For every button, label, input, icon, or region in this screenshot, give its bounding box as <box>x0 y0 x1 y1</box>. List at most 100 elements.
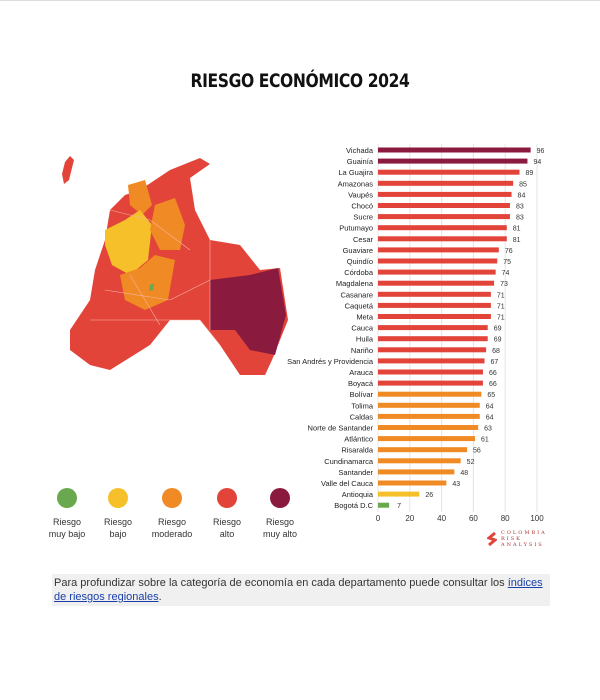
legend-moderado: Riesgo moderado <box>142 488 202 540</box>
value-label: 71 <box>497 315 505 322</box>
value-label: 67 <box>491 359 499 366</box>
category-label: Huila <box>356 335 374 344</box>
legend-label: Riesgo <box>103 517 132 527</box>
map-vichada-guainia <box>210 268 286 355</box>
bar <box>378 402 480 408</box>
category-label: Quindío <box>347 257 373 266</box>
category-label: Cauca <box>351 324 374 333</box>
category-label: Tolima <box>351 401 374 410</box>
value-label: 66 <box>489 381 497 388</box>
bar <box>378 203 510 208</box>
value-label: 71 <box>497 292 505 299</box>
bar <box>378 214 510 220</box>
category-label: Norte de Santander <box>308 424 374 433</box>
bar <box>378 469 455 475</box>
logo-text: COLOMBIA <box>501 530 547 536</box>
x-tick-label: 100 <box>530 514 544 523</box>
category-label: Cundinamarca <box>324 457 374 466</box>
category-label: Putumayo <box>339 224 373 233</box>
value-label: 7 <box>397 503 401 510</box>
map-antioquia <box>105 210 152 275</box>
category-label: Amazonas <box>338 179 374 188</box>
legend-dot <box>162 488 182 508</box>
bar <box>378 436 475 442</box>
map-center-orange <box>120 255 175 310</box>
bar <box>378 425 479 430</box>
bar <box>378 225 507 231</box>
legend-label: Riesgo <box>265 517 294 527</box>
legend-dot <box>57 488 77 508</box>
category-label: Casanare <box>340 290 373 299</box>
footer-text: Para profundizar sobre la categoría de e… <box>54 577 508 589</box>
bar <box>378 458 461 464</box>
colombia-risk-map <box>62 156 288 375</box>
category-label: Valle del Cauca <box>321 479 374 488</box>
value-label: 64 <box>486 414 494 421</box>
bar <box>378 191 512 197</box>
value-label: 83 <box>516 204 524 211</box>
legend-bajo: Riesgo bajo <box>88 488 148 540</box>
legend-label: moderado <box>151 529 193 539</box>
value-label: 63 <box>484 426 492 433</box>
category-label: Magdalena <box>336 279 374 288</box>
category-label: Caldas <box>350 412 374 421</box>
legend-label: muy alto <box>262 529 297 539</box>
regional-risk-index-link[interactable]: índices de riesgos regionales <box>54 577 543 603</box>
bar <box>378 391 482 397</box>
value-label: 61 <box>481 437 489 444</box>
bar <box>378 480 447 486</box>
category-label: Vaupés <box>348 190 373 199</box>
bar <box>378 269 496 275</box>
bar <box>378 280 495 286</box>
value-label: 75 <box>503 259 511 266</box>
bar <box>378 358 485 364</box>
footer-note: Para profundizar sobre la categoría de e… <box>52 574 550 606</box>
bar <box>378 336 488 342</box>
bar <box>378 369 483 375</box>
legend-label: Riesgo <box>212 517 241 527</box>
page-title: RIESGO ECONÓMICO 2024 <box>190 70 410 92</box>
map-san-andres <box>62 156 74 184</box>
value-label: 94 <box>533 159 541 166</box>
legend-muy-alto: Riesgo muy alto <box>250 488 310 540</box>
category-label: Bogotá D.C <box>334 501 373 510</box>
bar <box>378 491 420 497</box>
value-label: 66 <box>489 370 497 377</box>
value-label: 69 <box>494 326 502 333</box>
top-divider <box>0 0 600 1</box>
category-label: Guainía <box>347 157 374 166</box>
legend-dot <box>217 488 237 508</box>
value-label: 68 <box>492 348 500 355</box>
value-label: 84 <box>518 192 526 199</box>
bar <box>378 258 498 264</box>
legend-alto: Riesgo alto <box>197 488 257 540</box>
bar <box>378 380 483 386</box>
x-tick-label: 60 <box>469 514 478 523</box>
bar <box>378 180 514 186</box>
legend-label: muy bajo <box>48 529 86 539</box>
bar <box>378 502 390 508</box>
bar <box>378 291 491 297</box>
map-bogota <box>149 283 154 291</box>
category-label: Atlántico <box>344 435 373 444</box>
category-label: Antioquia <box>342 490 374 499</box>
value-label: 48 <box>460 470 468 477</box>
category-label: Guaviare <box>343 246 373 255</box>
legend-muy-bajo: Riesgo muy bajo <box>37 488 97 540</box>
value-label: 83 <box>516 215 524 222</box>
bar <box>378 325 488 331</box>
bar <box>378 247 499 253</box>
value-label: 65 <box>487 392 495 399</box>
value-label: 81 <box>513 237 521 244</box>
value-label: 43 <box>452 481 460 488</box>
legend-label: alto <box>219 529 235 539</box>
legend-dot <box>270 488 290 508</box>
value-label: 76 <box>505 248 513 255</box>
category-label: Meta <box>356 313 374 322</box>
category-label: Caquetá <box>345 301 374 310</box>
value-label: 56 <box>473 448 481 455</box>
value-label: 81 <box>513 226 521 233</box>
value-label: 69 <box>494 337 502 344</box>
x-tick-label: 80 <box>501 514 510 523</box>
category-label: Sucre <box>353 213 373 222</box>
